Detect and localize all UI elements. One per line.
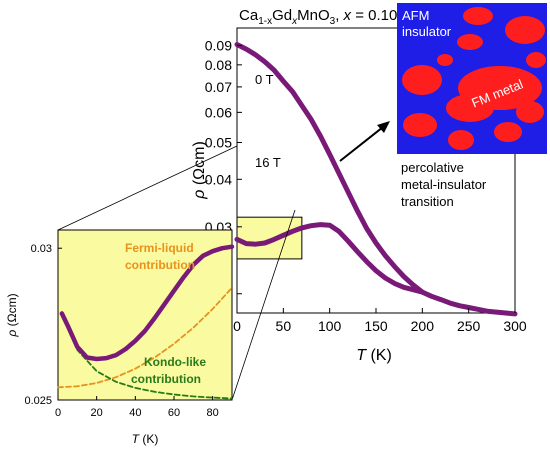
fm-blob bbox=[457, 34, 483, 50]
fm-blob bbox=[402, 65, 442, 95]
afm-label-line-1: AFM bbox=[402, 8, 429, 23]
zoom-x-tick-label: 80 bbox=[207, 407, 219, 419]
main-title: Ca1-xGdxMnO3, x = 0.10 bbox=[239, 7, 397, 27]
zoom-x-axis-symbol: T bbox=[132, 432, 141, 446]
percolation-line-3: transition bbox=[401, 194, 454, 209]
zoom-y-tick-label: 0.025 bbox=[24, 395, 52, 407]
zoom-measured-line bbox=[59, 244, 235, 362]
fermi-liquid-line bbox=[57, 286, 233, 389]
zoom-x-axis-unit: (K) bbox=[139, 432, 158, 446]
fm-blob bbox=[494, 122, 522, 142]
inset-arrow-head bbox=[377, 121, 390, 133]
kondo-label: Kondo-like contribution bbox=[131, 355, 209, 386]
fm-blob bbox=[446, 94, 494, 122]
title-part: x bbox=[291, 16, 298, 27]
main-y-axis-unit: (Ωcm) bbox=[191, 141, 208, 189]
fm-blob bbox=[463, 7, 493, 25]
main-x-tick-label: 50 bbox=[276, 318, 292, 334]
fm-blob bbox=[526, 52, 546, 68]
main-y-tick-label: 0.06 bbox=[205, 104, 232, 120]
main-y-tick-label: 0.09 bbox=[205, 37, 232, 53]
series-label-16T: 16 T bbox=[255, 155, 281, 170]
kondo-label-line-2: contribution bbox=[131, 372, 201, 386]
fermi-liquid-label: Fermi-liquid contribution bbox=[125, 241, 197, 272]
main-y-tick-label: 0.05 bbox=[205, 134, 232, 150]
main-x-axis-symbol: T bbox=[356, 347, 367, 364]
title-part: = 0.10 bbox=[351, 7, 397, 24]
zoom-x-tick-label: 20 bbox=[91, 407, 103, 419]
title-part: x bbox=[343, 7, 352, 24]
fm-blob bbox=[403, 113, 437, 137]
main-x-tick-label: 100 bbox=[318, 318, 342, 334]
percolation-line-2: metal-insulator bbox=[401, 177, 487, 192]
percolation-line-1: percolative bbox=[401, 160, 464, 175]
inset-arrow bbox=[339, 126, 384, 162]
zoom-y-axis-label: ρ (Ωcm) bbox=[5, 293, 19, 337]
zoom-x-tick-label: 60 bbox=[168, 407, 180, 419]
zoom-y-axis-unit: (Ωcm) bbox=[5, 293, 19, 329]
main-x-tick-label: 250 bbox=[457, 318, 481, 334]
zoom-region-box bbox=[236, 216, 303, 260]
kondo-line bbox=[61, 311, 233, 400]
zoom-chart: 0 20 40 60 80 0.025 0.03 ρ (Ωcm) T (K) Fermi-… bbox=[5, 229, 235, 446]
main-x-axis-label: T (K) bbox=[356, 347, 392, 364]
main-series-line bbox=[234, 42, 518, 317]
zoom-y-ticks: 0.025 0.03 bbox=[24, 243, 62, 407]
afm-label-line-2: insulator bbox=[402, 24, 452, 39]
main-x-ticks: 0 50 100 150 200 250 300 bbox=[233, 308, 527, 334]
series-label-0T: 0 T bbox=[255, 72, 274, 87]
zoom-x-tick-label: 0 bbox=[55, 407, 61, 419]
kondo-label-line-1: Kondo-like bbox=[144, 355, 206, 369]
zoom-x-axis-label: T (K) bbox=[132, 432, 159, 446]
main-x-tick-label: 0 bbox=[233, 318, 241, 334]
main-y-tick-label: 0.04 bbox=[205, 171, 232, 187]
fermi-label-line-1: Fermi-liquid bbox=[125, 241, 194, 255]
main-y-axis-symbol: ρ bbox=[191, 190, 208, 200]
main-x-tick-label: 300 bbox=[503, 318, 527, 334]
afm-label: AFM insulator bbox=[402, 8, 452, 39]
title-part: 3 bbox=[330, 16, 336, 27]
fm-blob bbox=[448, 130, 474, 150]
fm-blob bbox=[505, 16, 545, 44]
title-part: , bbox=[335, 7, 343, 24]
main-curves bbox=[234, 42, 518, 317]
main-x-tick-label: 200 bbox=[411, 318, 435, 334]
title-part: MnO bbox=[297, 7, 330, 24]
title-part: 1-x bbox=[258, 16, 272, 27]
main-x-axis-unit: (K) bbox=[366, 347, 392, 364]
zoom-curves bbox=[57, 244, 235, 400]
zoom-connector-bottom bbox=[231, 209, 296, 401]
zoom-x-ticks: 0 20 40 60 80 bbox=[55, 396, 219, 419]
zoom-y-axis-symbol: ρ bbox=[5, 330, 19, 338]
fm-blob bbox=[516, 101, 544, 123]
title-part: Ca bbox=[239, 7, 259, 24]
fm-blob bbox=[437, 54, 453, 66]
phase-inset: AFM insulator FM metal bbox=[397, 3, 547, 154]
zoom-y-tick-label: 0.03 bbox=[31, 243, 52, 255]
title-part: Gd bbox=[272, 7, 292, 24]
main-series-line bbox=[234, 222, 425, 295]
main-x-tick-label: 150 bbox=[364, 318, 388, 334]
zoom-connector-top bbox=[57, 145, 238, 231]
main-y-tick-label: 0.08 bbox=[205, 57, 232, 73]
fm-blobs bbox=[402, 7, 546, 150]
main-y-tick-label: 0.07 bbox=[205, 79, 232, 95]
main-y-axis-label: ρ (Ωcm) bbox=[191, 141, 208, 200]
zoom-x-tick-label: 40 bbox=[129, 407, 141, 419]
percolation-annotation: percolative metal-insulator transition bbox=[401, 160, 490, 209]
fermi-label-line-2: contribution bbox=[125, 258, 195, 272]
